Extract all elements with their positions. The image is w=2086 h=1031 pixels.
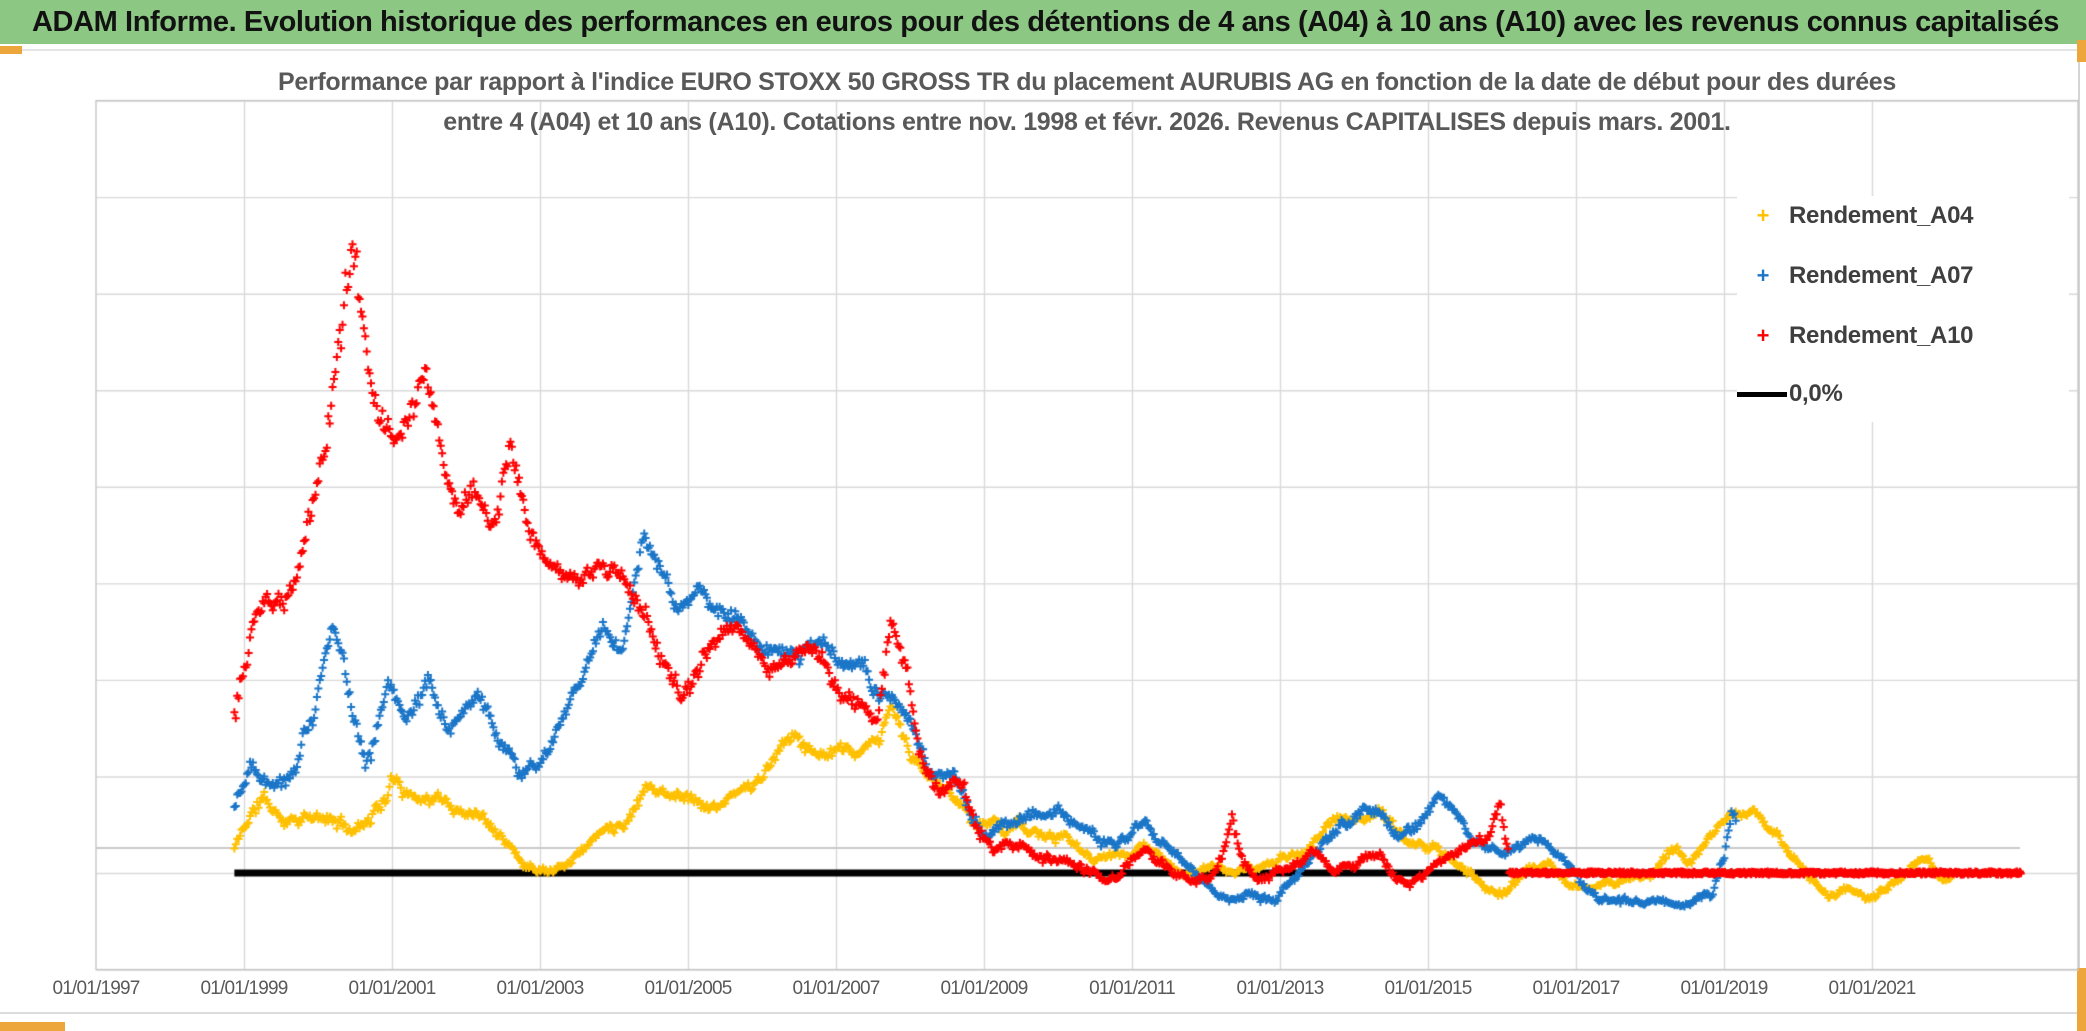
x-axis-tick-label: 01/01/2009 — [940, 978, 1028, 999]
x-axis-tick-label: 01/01/2019 — [1680, 978, 1768, 999]
x-axis-tick-label: 01/01/2001 — [348, 978, 436, 999]
legend-label: Rendement_A10 — [1789, 322, 1974, 349]
plus-marker-icon: + — [1756, 323, 1770, 348]
legend-label: Rendement_A07 — [1789, 262, 1974, 289]
legend-item-a04[interactable]: + Rendement_A04 — [1737, 196, 2067, 236]
x-axis-tick-label: 01/01/1999 — [200, 978, 288, 999]
legend-item-a07[interactable]: + Rendement_A07 — [1737, 256, 2067, 296]
chart-title: Performance par rapport à l'indice EURO … — [96, 62, 2078, 142]
x-axis-tick-label: 01/01/2005 — [644, 978, 732, 999]
x-axis-tick-label: 01/01/2015 — [1384, 978, 1472, 999]
x-axis-tick-label: 01/01/2011 — [1089, 978, 1175, 999]
legend-item-zero-line[interactable]: 0,0% — [1737, 374, 2067, 414]
chart-title-line1: Performance par rapport à l'indice EURO … — [277, 68, 1897, 96]
chart-legend[interactable]: + Rendement_A04 + Rendement_A07 + Rendem… — [1737, 196, 2069, 422]
black-line-swatch-icon — [1737, 391, 1787, 397]
x-axis-tick-label: 01/01/2021 — [1828, 978, 1916, 999]
x-axis-tick-label: 01/01/2013 — [1236, 978, 1324, 999]
chart-title-line2: entre 4 (A04) et 10 ans (A10). Cotations… — [443, 108, 1731, 136]
x-axis-tick-label: 01/01/2003 — [496, 978, 584, 999]
x-axis-tick-label: 01/01/2017 — [1532, 978, 1620, 999]
legend-label: 0,0% — [1789, 380, 1843, 407]
plus-marker-icon: + — [1756, 203, 1770, 228]
x-axis-tick-label: 01/01/2007 — [792, 978, 880, 999]
x-axis-tick-label: 01/01/1997 — [52, 978, 140, 999]
plus-marker-icon: + — [1756, 263, 1770, 288]
legend-label: Rendement_A04 — [1789, 202, 1974, 229]
legend-item-a10[interactable]: + Rendement_A10 — [1737, 316, 2067, 356]
